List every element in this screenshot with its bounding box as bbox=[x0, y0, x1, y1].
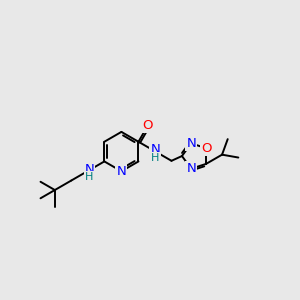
Text: O: O bbox=[142, 119, 153, 132]
Text: N: N bbox=[150, 143, 160, 156]
Text: H: H bbox=[85, 172, 94, 182]
Text: N: N bbox=[116, 165, 126, 178]
Text: N: N bbox=[85, 163, 94, 176]
Text: H: H bbox=[151, 153, 160, 163]
Text: O: O bbox=[202, 142, 212, 155]
Text: N: N bbox=[186, 137, 196, 150]
Text: N: N bbox=[186, 162, 196, 175]
